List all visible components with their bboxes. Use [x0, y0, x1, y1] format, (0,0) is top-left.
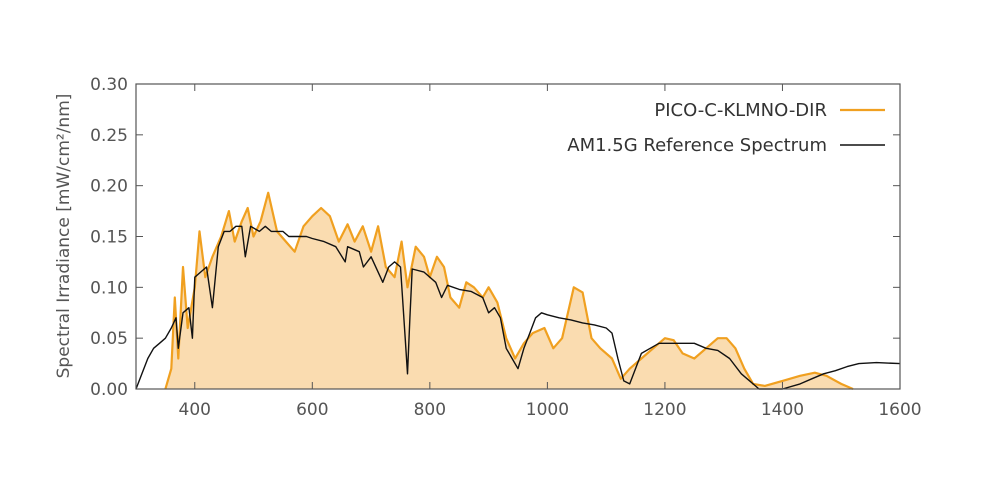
y-tick-label: 0.20 — [90, 177, 128, 197]
y-tick-label: 0.10 — [90, 278, 128, 298]
y-tick-label: 0.30 — [90, 75, 128, 95]
x-tick-label: 1600 — [878, 400, 921, 420]
x-tick-label: 400 — [179, 400, 211, 420]
legend: PICO-C-KLMNO-DIR AM1.5G Reference Spectr… — [567, 100, 885, 156]
legend-label-pico: PICO-C-KLMNO-DIR — [654, 100, 827, 121]
y-tick-label: 0.25 — [90, 126, 128, 146]
series-line-0 — [164, 191, 854, 391]
x-axis-ticks: 400 600 800 1000 1200 1400 1600 — [179, 84, 922, 420]
line-layer — [135, 191, 901, 391]
fill-layer — [165, 192, 853, 389]
x-tick-label: 1400 — [761, 400, 804, 420]
y-axis-ticks: 0.00 0.05 0.10 0.15 0.20 0.25 0.30 — [90, 75, 900, 400]
y-axis-title: Spectral Irradiance [mW/cm²/nm] — [54, 94, 74, 379]
x-tick-label: 1000 — [526, 400, 569, 420]
y-tick-label: 0.05 — [90, 329, 128, 349]
series-fill-0 — [165, 192, 853, 389]
y-tick-label: 0.15 — [90, 228, 128, 248]
series-line-1 — [135, 225, 901, 390]
legend-label-am15g: AM1.5G Reference Spectrum — [567, 135, 827, 156]
x-tick-label: 800 — [414, 400, 446, 420]
x-tick-label: 1200 — [643, 400, 686, 420]
y-tick-label: 0.00 — [90, 380, 128, 400]
x-tick-label: 600 — [296, 400, 328, 420]
